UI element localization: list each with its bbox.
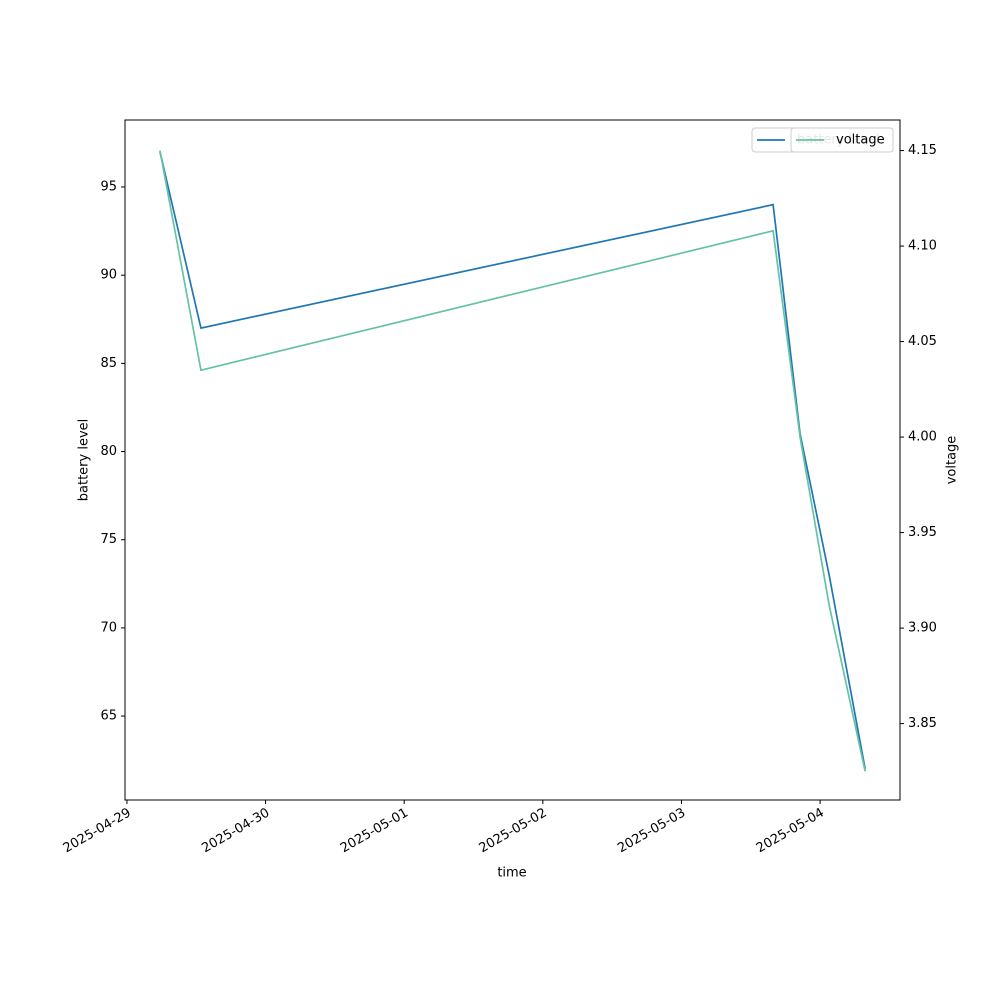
x-tick-label: 2025-05-04	[754, 806, 827, 857]
legend-label: voltage	[836, 133, 885, 148]
legend-box	[790, 127, 894, 153]
y2-tick-label: 4.00	[908, 430, 937, 445]
x-tick-label: 2025-05-02	[477, 806, 550, 857]
y2-tick-label: 4.15	[908, 143, 937, 158]
y2-tick-label: 4.05	[908, 334, 937, 349]
x-tick-label: 2025-04-29	[61, 806, 134, 857]
y-tick-label: 85	[100, 356, 117, 371]
data-line	[159, 150, 866, 772]
data-line	[159, 151, 866, 770]
y-tick-label: 75	[100, 532, 117, 547]
y-tick-label: 95	[100, 180, 117, 195]
y2-tick-label: 3.90	[908, 621, 937, 636]
y2-tick-label: 3.85	[908, 716, 937, 731]
plot-frame	[124, 119, 901, 801]
y-tick-label: 65	[100, 709, 117, 724]
y-axis-label: battery level	[77, 419, 92, 502]
y-tick-label: 80	[100, 444, 117, 459]
y2-axis-label: voltage	[945, 436, 960, 485]
y2-tick-label: 3.95	[908, 525, 937, 540]
x-axis-label: time	[497, 866, 526, 881]
x-tick-label: 2025-04-30	[199, 806, 272, 857]
y2-tick-label: 4.10	[908, 239, 937, 254]
y-tick-label: 70	[100, 620, 117, 635]
y-tick-label: 90	[100, 268, 117, 283]
x-tick-label: 2025-05-01	[338, 806, 411, 857]
x-tick-label: 2025-05-03	[615, 806, 688, 857]
